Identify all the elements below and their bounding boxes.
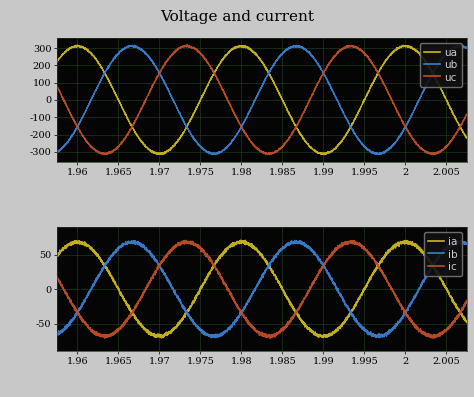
Text: Voltage and current: Voltage and current [160, 10, 314, 24]
Legend: ua, ub, uc: ua, ub, uc [420, 43, 462, 87]
Legend: ia, ib, ic: ia, ib, ic [424, 232, 462, 276]
